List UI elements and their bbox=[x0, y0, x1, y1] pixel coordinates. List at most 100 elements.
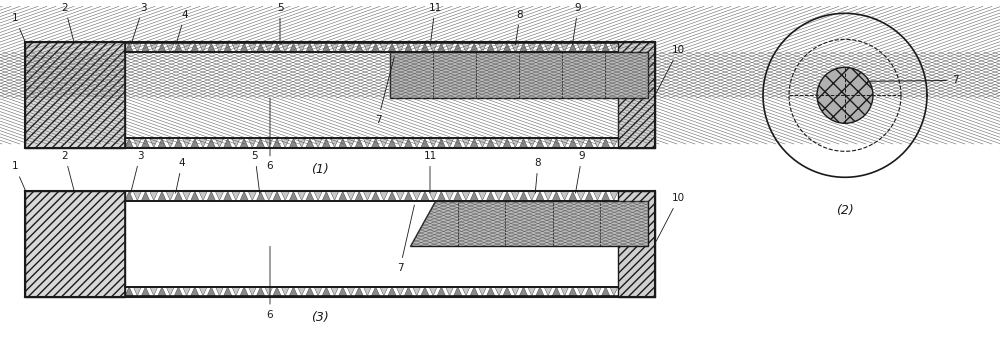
Polygon shape bbox=[421, 287, 429, 296]
Polygon shape bbox=[322, 191, 330, 201]
Polygon shape bbox=[330, 43, 339, 52]
Polygon shape bbox=[544, 191, 552, 201]
Polygon shape bbox=[528, 287, 536, 296]
Polygon shape bbox=[339, 191, 347, 201]
Polygon shape bbox=[363, 43, 372, 52]
Polygon shape bbox=[577, 287, 585, 296]
Polygon shape bbox=[174, 287, 183, 296]
Polygon shape bbox=[454, 43, 462, 52]
Polygon shape bbox=[454, 138, 462, 148]
Polygon shape bbox=[256, 138, 265, 148]
Polygon shape bbox=[396, 191, 404, 201]
Polygon shape bbox=[248, 287, 256, 296]
Polygon shape bbox=[125, 191, 133, 201]
Text: 8: 8 bbox=[535, 158, 541, 193]
Polygon shape bbox=[396, 138, 404, 148]
Polygon shape bbox=[232, 138, 240, 148]
Polygon shape bbox=[224, 43, 232, 52]
Text: 3: 3 bbox=[131, 2, 146, 45]
Polygon shape bbox=[429, 43, 437, 52]
Polygon shape bbox=[437, 287, 445, 296]
Polygon shape bbox=[150, 287, 158, 296]
Polygon shape bbox=[314, 138, 322, 148]
Text: 5: 5 bbox=[277, 2, 283, 45]
Polygon shape bbox=[256, 287, 265, 296]
Polygon shape bbox=[314, 43, 322, 52]
Polygon shape bbox=[380, 191, 388, 201]
Text: 11: 11 bbox=[423, 151, 437, 193]
Bar bbox=[25, 42, 125, 148]
Polygon shape bbox=[421, 43, 429, 52]
Polygon shape bbox=[536, 138, 544, 148]
Text: 2: 2 bbox=[62, 151, 74, 191]
Polygon shape bbox=[519, 43, 528, 52]
Polygon shape bbox=[306, 191, 314, 201]
Polygon shape bbox=[610, 191, 618, 201]
Polygon shape bbox=[273, 287, 281, 296]
Polygon shape bbox=[183, 191, 191, 201]
Polygon shape bbox=[166, 191, 174, 201]
Polygon shape bbox=[306, 287, 314, 296]
Polygon shape bbox=[347, 191, 355, 201]
Polygon shape bbox=[166, 138, 174, 148]
Bar bbox=[618, 42, 655, 148]
Polygon shape bbox=[224, 191, 232, 201]
Polygon shape bbox=[544, 287, 552, 296]
Polygon shape bbox=[363, 191, 372, 201]
Polygon shape bbox=[577, 43, 585, 52]
Polygon shape bbox=[511, 138, 519, 148]
Polygon shape bbox=[552, 191, 560, 201]
Polygon shape bbox=[306, 43, 314, 52]
Polygon shape bbox=[191, 191, 199, 201]
Polygon shape bbox=[150, 138, 158, 148]
Polygon shape bbox=[560, 43, 569, 52]
Polygon shape bbox=[330, 287, 339, 296]
Polygon shape bbox=[150, 43, 158, 52]
Text: 7: 7 bbox=[867, 76, 959, 85]
Polygon shape bbox=[289, 43, 298, 52]
Polygon shape bbox=[552, 287, 560, 296]
Polygon shape bbox=[487, 43, 495, 52]
Text: 5: 5 bbox=[252, 151, 260, 193]
Polygon shape bbox=[396, 43, 404, 52]
Polygon shape bbox=[560, 287, 569, 296]
Polygon shape bbox=[511, 191, 519, 201]
Polygon shape bbox=[544, 43, 552, 52]
Text: 4: 4 bbox=[176, 10, 188, 45]
Polygon shape bbox=[487, 138, 495, 148]
Text: 1: 1 bbox=[12, 161, 26, 192]
Polygon shape bbox=[560, 191, 569, 201]
Text: (2): (2) bbox=[836, 204, 854, 217]
Polygon shape bbox=[215, 287, 224, 296]
Polygon shape bbox=[158, 43, 166, 52]
Text: 3: 3 bbox=[131, 151, 143, 193]
Polygon shape bbox=[577, 191, 585, 201]
Polygon shape bbox=[355, 287, 363, 296]
Polygon shape bbox=[224, 138, 232, 148]
Ellipse shape bbox=[817, 67, 873, 123]
Polygon shape bbox=[610, 138, 618, 148]
Bar bbox=[125, 201, 655, 287]
Polygon shape bbox=[330, 191, 339, 201]
Polygon shape bbox=[298, 191, 306, 201]
Polygon shape bbox=[569, 191, 577, 201]
Polygon shape bbox=[199, 138, 207, 148]
Polygon shape bbox=[141, 191, 150, 201]
Polygon shape bbox=[602, 287, 610, 296]
Polygon shape bbox=[347, 43, 355, 52]
Polygon shape bbox=[437, 138, 445, 148]
Polygon shape bbox=[265, 43, 273, 52]
Polygon shape bbox=[495, 191, 503, 201]
Polygon shape bbox=[610, 43, 618, 52]
Polygon shape bbox=[470, 138, 478, 148]
Polygon shape bbox=[560, 138, 569, 148]
Polygon shape bbox=[478, 43, 487, 52]
Polygon shape bbox=[404, 287, 413, 296]
Polygon shape bbox=[281, 43, 289, 52]
Polygon shape bbox=[215, 43, 224, 52]
Polygon shape bbox=[240, 43, 248, 52]
Polygon shape bbox=[593, 43, 602, 52]
Text: 9: 9 bbox=[572, 2, 581, 45]
Polygon shape bbox=[141, 287, 150, 296]
Polygon shape bbox=[347, 138, 355, 148]
